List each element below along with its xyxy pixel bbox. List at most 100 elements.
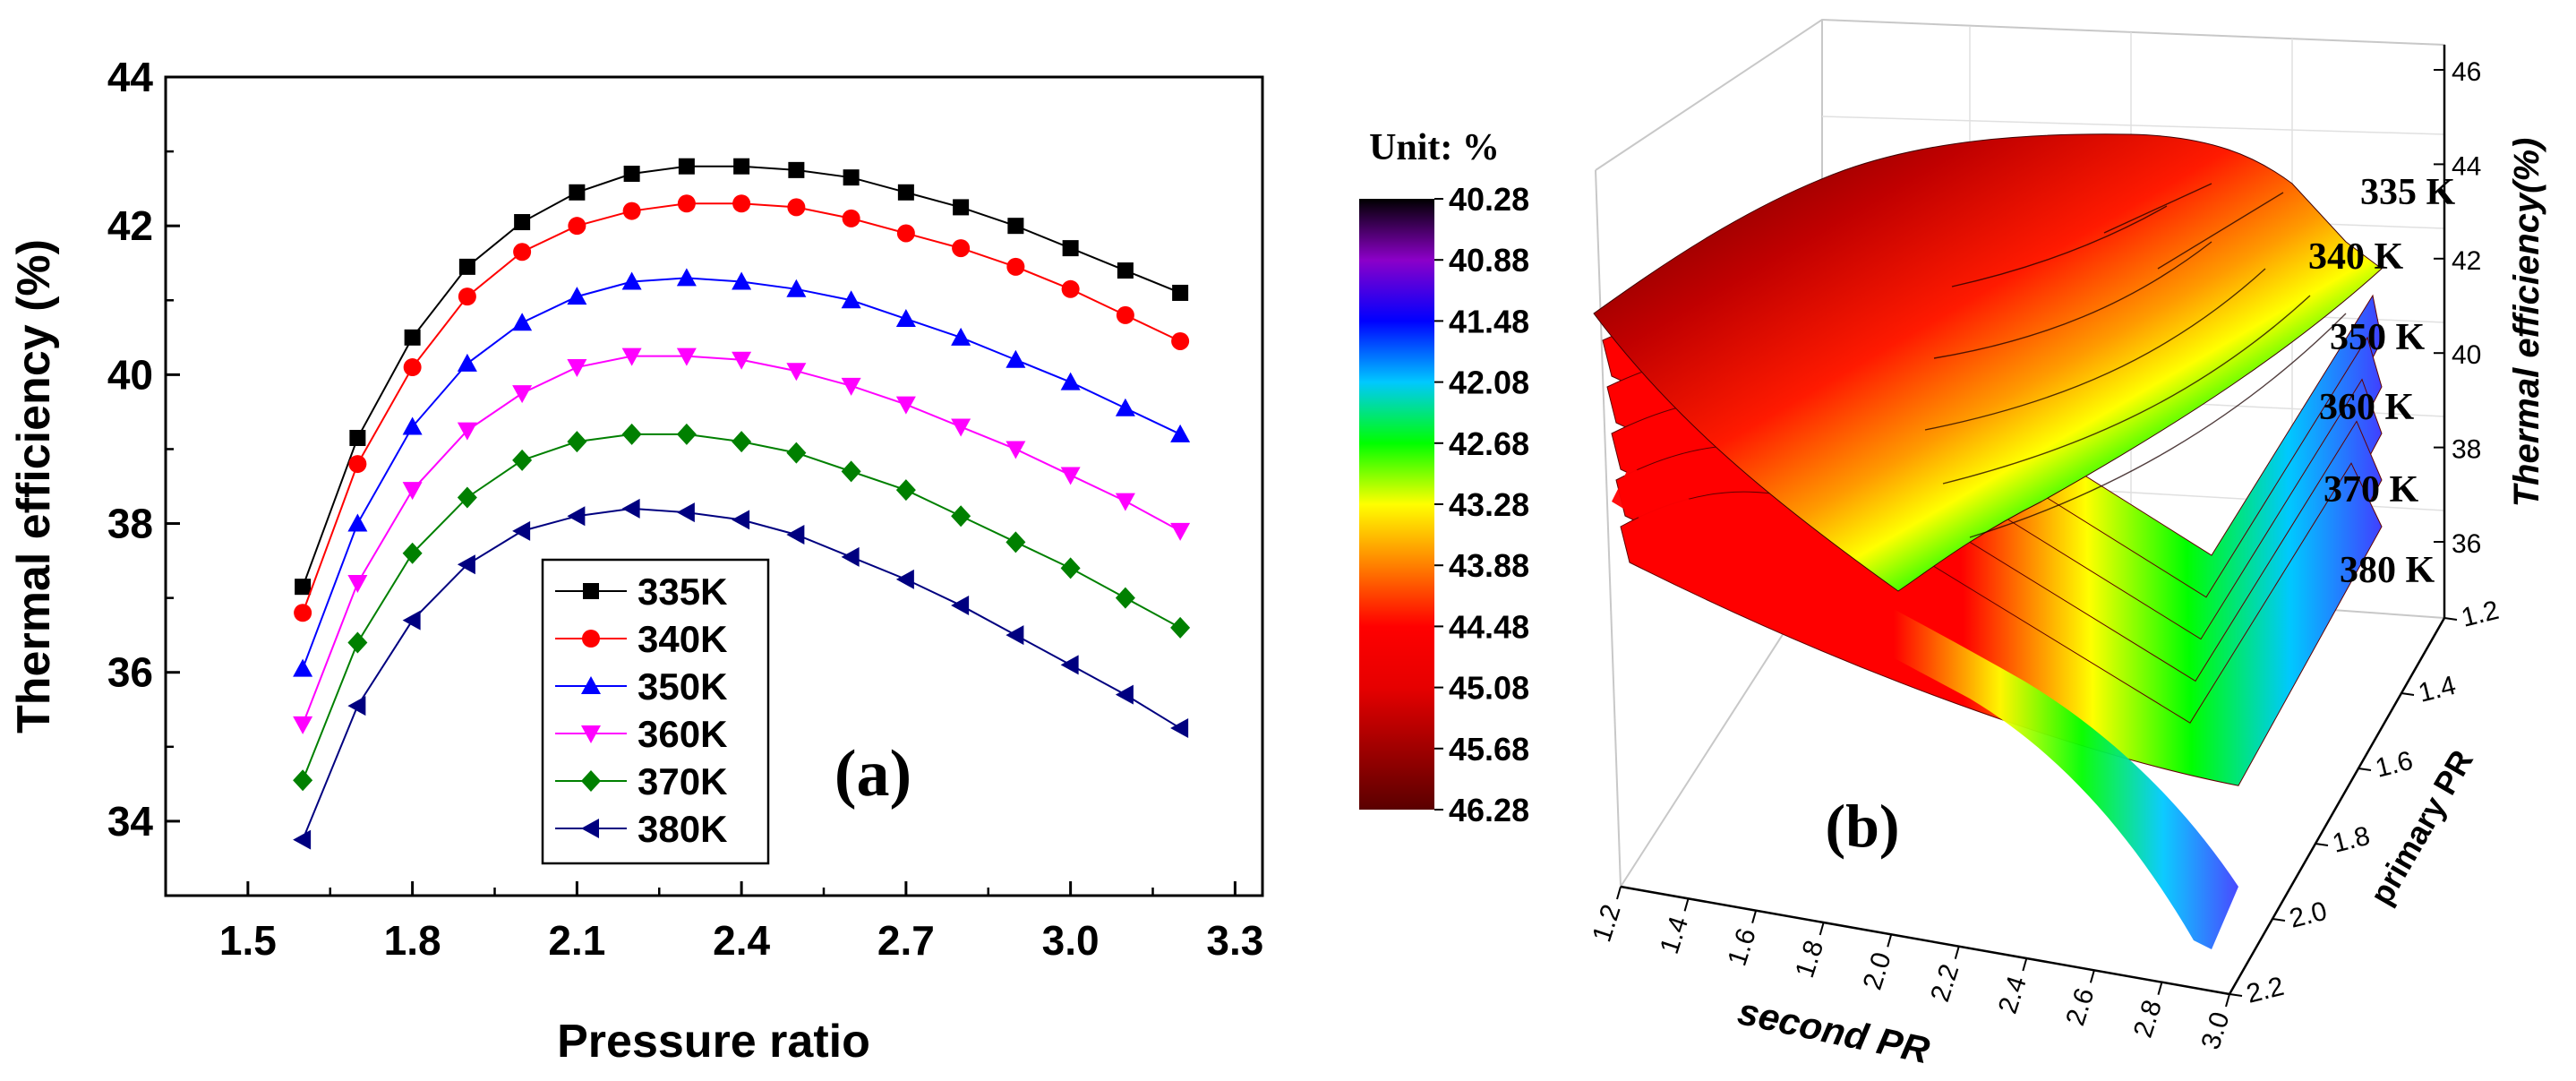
data-point-380K bbox=[676, 502, 695, 523]
colorbar-tick-label: 44.48 bbox=[1449, 608, 1529, 645]
data-point-350K bbox=[951, 327, 971, 346]
legend-marker-350K bbox=[581, 676, 601, 694]
data-point-335K bbox=[349, 429, 366, 446]
data-point-335K bbox=[569, 184, 586, 201]
data-point-370K bbox=[347, 631, 368, 654]
data-point-350K bbox=[1115, 398, 1135, 416]
panel-a-y-tick-label: 34 bbox=[107, 798, 154, 845]
data-point-370K bbox=[1170, 616, 1191, 639]
data-point-380K bbox=[621, 498, 640, 519]
legend-marker-360K bbox=[581, 725, 601, 743]
data-point-380K bbox=[457, 554, 475, 575]
colorbar-tick-label: 46.28 bbox=[1449, 792, 1529, 828]
data-point-380K bbox=[895, 569, 914, 589]
data-point-360K bbox=[512, 385, 533, 404]
panel-b-y-axis bbox=[2228, 617, 2446, 995]
surface-label: 380 K bbox=[2340, 550, 2435, 591]
legend-label: 340K bbox=[638, 618, 727, 660]
data-point-360K bbox=[786, 363, 807, 382]
panel-b-x-tick-label: 2.0 bbox=[1858, 948, 1897, 993]
panel-b-x-axis-label: second PR bbox=[1734, 990, 1934, 1071]
legend-marker-335K bbox=[583, 583, 599, 599]
data-point-350K bbox=[1060, 372, 1081, 390]
legend-label: 370K bbox=[638, 760, 727, 802]
data-point-335K bbox=[404, 329, 421, 346]
data-point-350K bbox=[512, 313, 533, 331]
legend-label: 380K bbox=[638, 808, 727, 850]
surface-label: 340 K bbox=[2308, 236, 2404, 278]
panel-b-x-tick bbox=[1819, 922, 1825, 936]
data-point-360K bbox=[732, 351, 752, 370]
series-380K bbox=[293, 498, 1189, 850]
data-point-370K bbox=[951, 505, 971, 528]
data-point-360K bbox=[457, 422, 477, 441]
panel-b-y-tick-label: 2.0 bbox=[2287, 897, 2330, 934]
panel-a-x-tick-label: 3.3 bbox=[1206, 917, 1263, 964]
panel-b-x-tick-label: 2.8 bbox=[2128, 997, 2168, 1042]
data-point-350K bbox=[347, 513, 368, 532]
data-point-350K bbox=[676, 268, 697, 287]
data-point-335K bbox=[1172, 284, 1189, 301]
data-point-350K bbox=[786, 279, 807, 297]
data-point-370K bbox=[732, 431, 752, 453]
panel-a-line-chart: 34 36 38 40 42 44 1.5 1.8 2.1 2.4 2.7 3.0 3.3 Press… bbox=[8, 54, 1264, 1068]
data-point-360K bbox=[895, 396, 916, 415]
panel-a-x-tick-label: 2.4 bbox=[713, 917, 770, 964]
data-point-360K bbox=[1115, 493, 1135, 511]
data-point-340K bbox=[458, 287, 476, 306]
panel-a-x-tick-label: 1.5 bbox=[219, 917, 277, 964]
colorbar-tick-label: 41.48 bbox=[1449, 303, 1529, 339]
series-line-340K bbox=[302, 202, 1181, 613]
panel-a-x-axis-label: Pressure ratio bbox=[557, 1016, 870, 1068]
colorbar-tick-label: 43.88 bbox=[1449, 547, 1529, 584]
panel-b-y-tick bbox=[2229, 993, 2243, 997]
data-point-360K bbox=[1060, 467, 1081, 485]
panel-a-y-tick-label: 36 bbox=[107, 649, 153, 696]
panel-b-x-tick bbox=[1683, 898, 1690, 912]
panel-b-y-tick-label: 1.8 bbox=[2330, 821, 2373, 859]
panel-a-label: (a) bbox=[834, 737, 911, 811]
data-point-370K bbox=[567, 431, 587, 453]
panel-b-y-tick-label: 2.2 bbox=[2244, 972, 2287, 1009]
data-point-335K bbox=[1062, 240, 1079, 257]
data-point-370K bbox=[841, 460, 861, 483]
data-point-370K bbox=[512, 449, 533, 471]
legend-label: 335K bbox=[638, 571, 727, 613]
panel-a-x-tick-label: 2.7 bbox=[877, 917, 935, 964]
colorbar-tick-label: 45.68 bbox=[1449, 731, 1529, 768]
colorbar-tick-label: 42.68 bbox=[1449, 425, 1529, 462]
data-point-350K bbox=[895, 309, 916, 328]
data-point-340K bbox=[1116, 305, 1134, 324]
panel-b-surface-front-flank bbox=[1612, 466, 2238, 949]
data-point-335K bbox=[843, 169, 860, 186]
panel-b-x-tick-label: 1.4 bbox=[1655, 913, 1694, 957]
data-point-340K bbox=[294, 604, 312, 622]
surface-label: 370 K bbox=[2324, 469, 2419, 510]
panel-b-x-tick bbox=[2225, 993, 2230, 1008]
colorbar-tick-label: 40.28 bbox=[1449, 181, 1529, 218]
data-point-380K bbox=[567, 506, 586, 527]
data-point-340K bbox=[842, 209, 860, 227]
panel-b-label: (b) bbox=[1825, 792, 1899, 860]
legend-marker-340K bbox=[582, 630, 600, 648]
data-point-340K bbox=[1006, 257, 1025, 276]
series-350K bbox=[293, 268, 1191, 677]
data-point-380K bbox=[1115, 684, 1134, 705]
panel-b-y-tick-label: 1.4 bbox=[2416, 671, 2459, 708]
data-point-380K bbox=[1060, 655, 1079, 675]
panel-a-y-tick-label: 40 bbox=[107, 351, 153, 398]
series-360K bbox=[293, 347, 1191, 734]
data-point-360K bbox=[676, 347, 697, 366]
data-point-350K bbox=[567, 287, 587, 305]
panel-b-colorbar: Unit: % 40.28 40.88 41.48 42.08 42.68 43.28 43… bbox=[1359, 127, 1529, 828]
panel-b-y-tick-label: 1.6 bbox=[2373, 746, 2416, 784]
surface-label: 360 K bbox=[2319, 387, 2415, 428]
panel-b-x-tick bbox=[1616, 886, 1622, 900]
panel-b-z-tick-label: 46 bbox=[2452, 57, 2481, 87]
data-point-335K bbox=[1007, 218, 1024, 235]
panel-b-x-tick-label: 1.8 bbox=[1790, 937, 1829, 982]
data-point-360K bbox=[1006, 441, 1026, 459]
surface-label: 335 K bbox=[2360, 172, 2456, 213]
data-point-335K bbox=[458, 258, 475, 275]
panel-a-plot-frame bbox=[164, 75, 1264, 897]
